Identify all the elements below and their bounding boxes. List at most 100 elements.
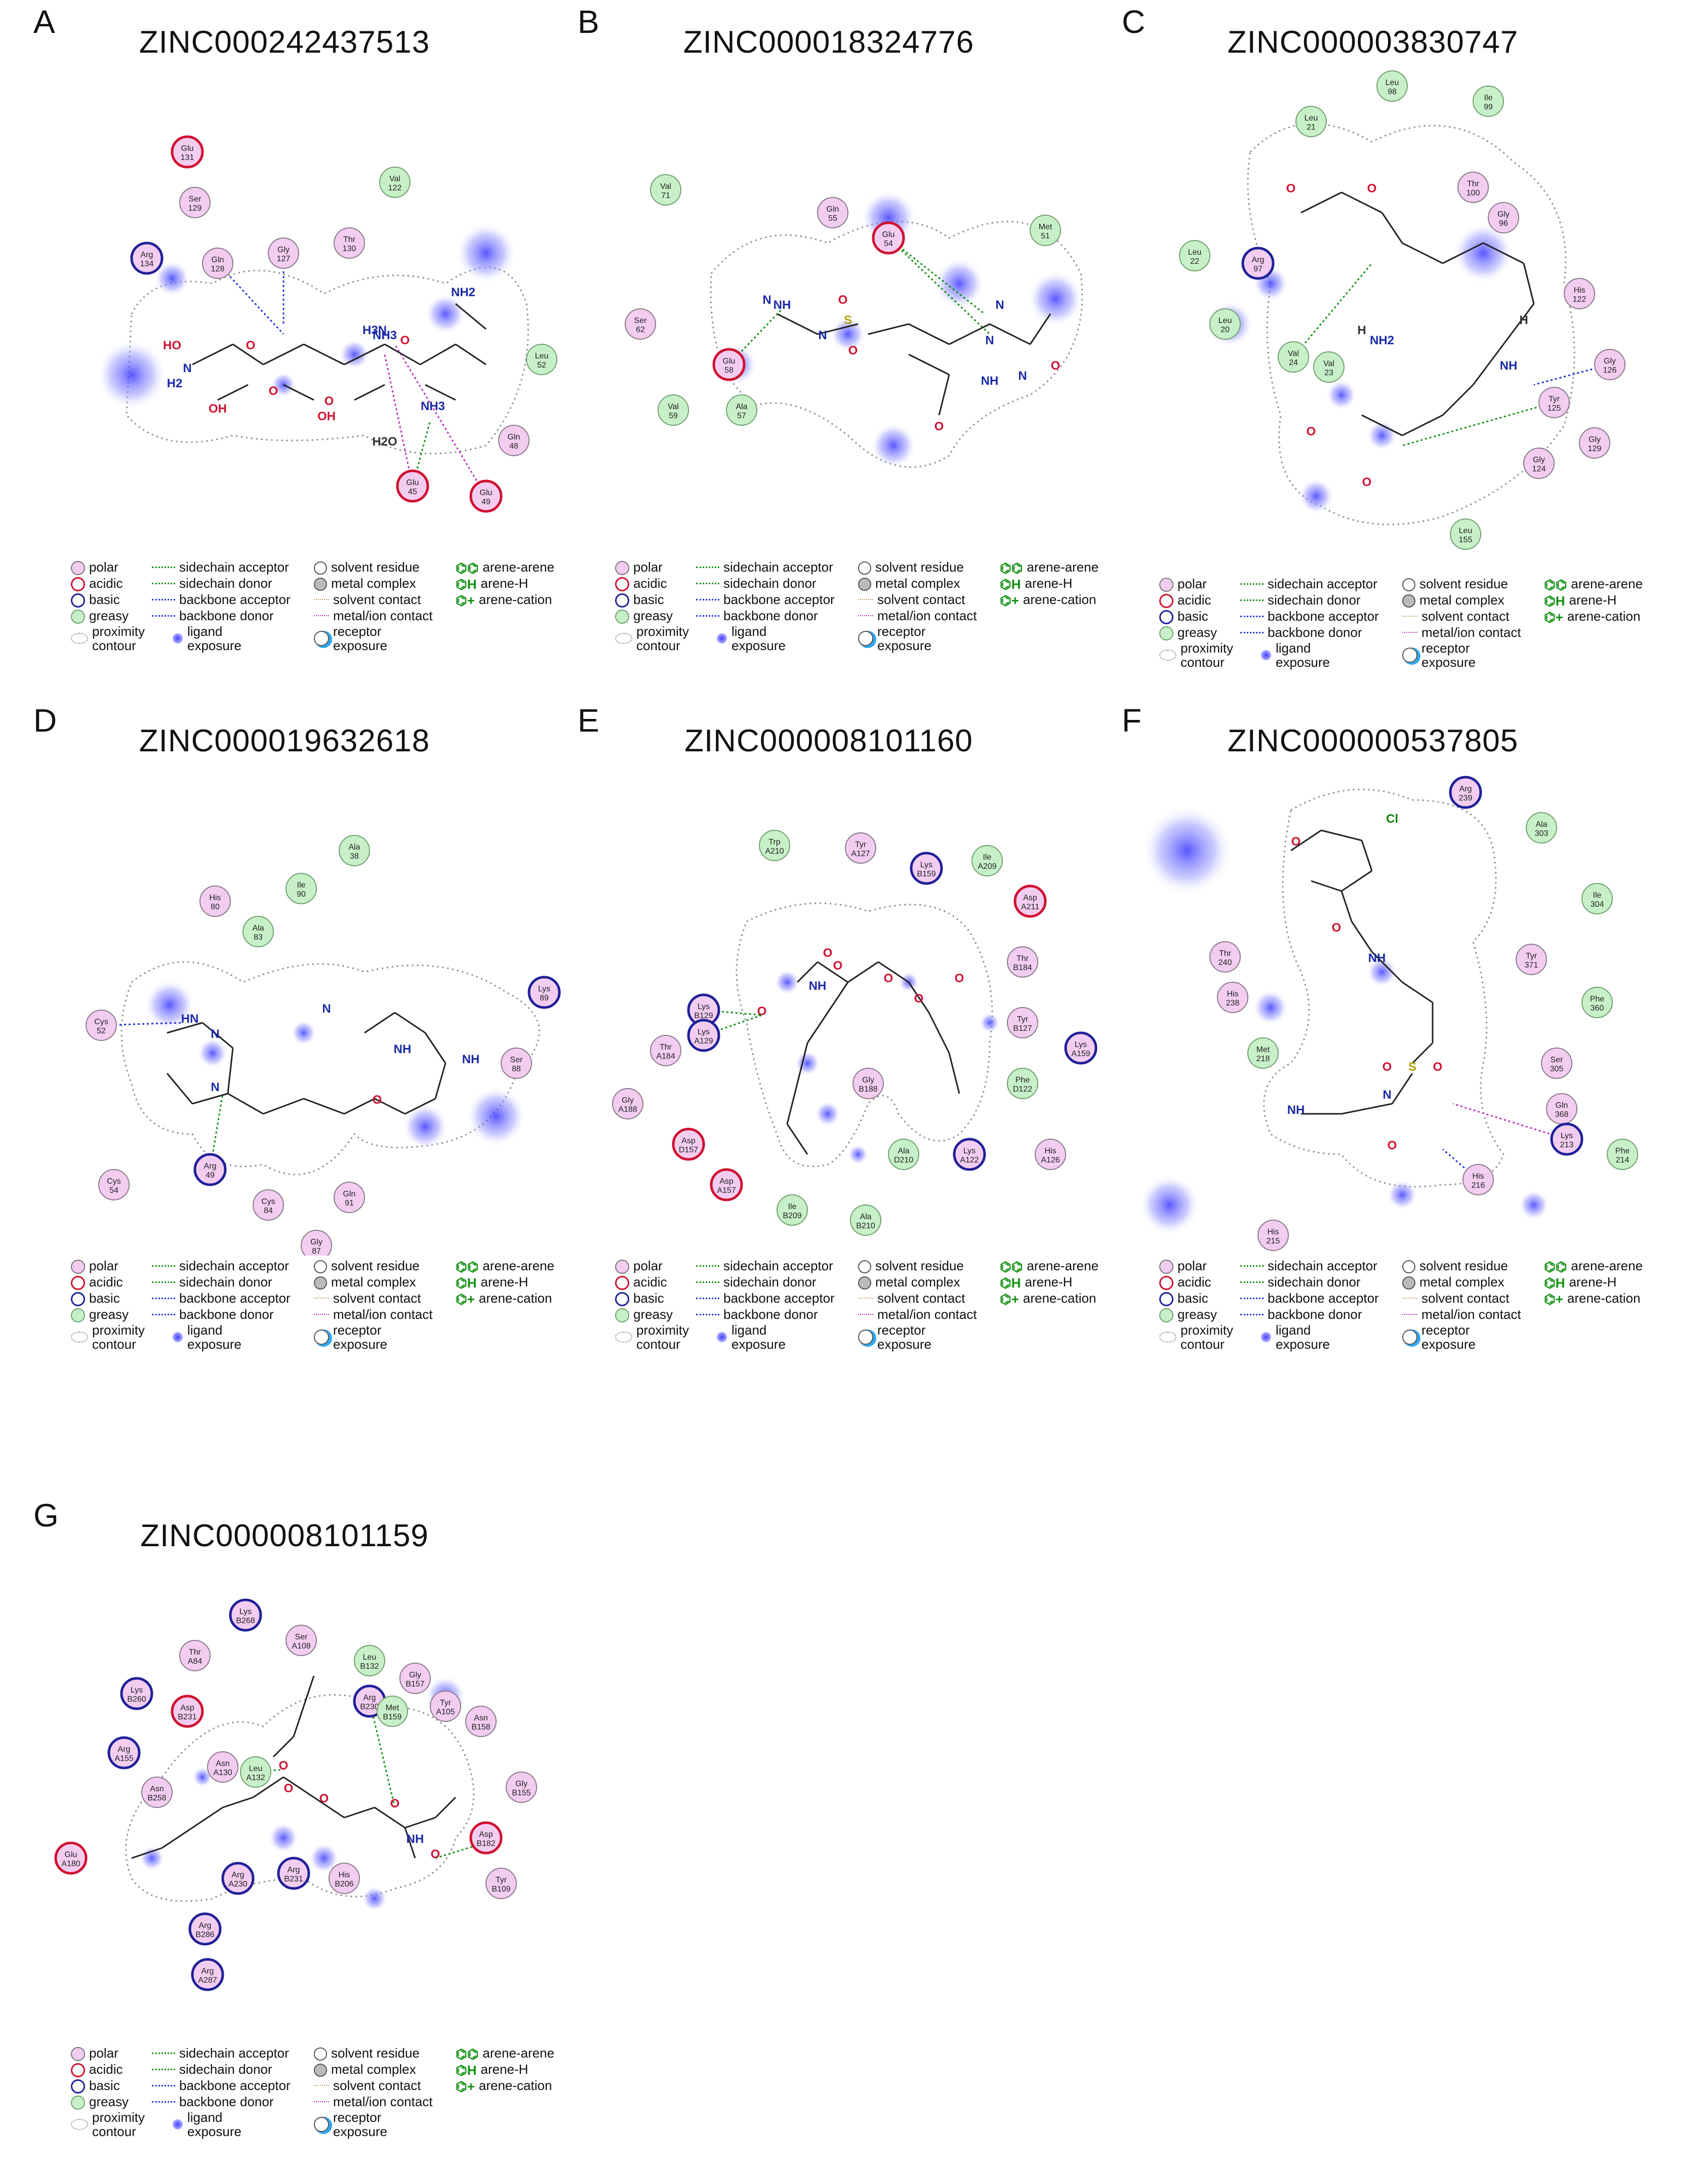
legend-label: solvent contact (1421, 609, 1510, 624)
metal-ion-contact-line-icon (314, 615, 329, 617)
legend-label: solvent residue (875, 1258, 964, 1273)
atom-label: O (823, 946, 833, 960)
legend-greasy: greasy (615, 608, 673, 624)
atom-label: O (1433, 1060, 1443, 1074)
residue-number: 48 (509, 442, 518, 451)
residue-number: 23 (1324, 369, 1333, 377)
legend-label: receptor (333, 2110, 382, 2125)
legend-metal-complex: metal complex (858, 1274, 960, 1290)
legend-backbone-acceptor: backbone acceptor (696, 592, 835, 607)
legend-label: backbone donor (179, 2094, 274, 2109)
arene-arene-icon: ⌬⌬ (1000, 1259, 1023, 1275)
residue-name: Gly (310, 1238, 322, 1246)
residue-number: 57 (737, 412, 746, 420)
residue-number: A159 (1071, 1050, 1090, 1058)
legend-arene-cation: ⌬+ arene-cation (1000, 1291, 1096, 1307)
legend-label: basic (89, 592, 120, 607)
legend-label: exposure (877, 1337, 931, 1352)
legend-label: arene-arene (1571, 1258, 1643, 1273)
legend-label: greasy (633, 1307, 673, 1322)
residue-name: Gly (862, 1076, 874, 1084)
metal-complex-icon (314, 1276, 327, 1290)
receptor-exposure-icon (314, 2117, 329, 2132)
arene-cation-icon: ⌬+ (456, 1292, 475, 1307)
legend-label: arene-cation (478, 592, 552, 607)
legend-label: arene-cation (1567, 609, 1641, 624)
atom-label: N (211, 1027, 219, 1041)
receptor-exposure-icon (314, 631, 329, 646)
ligand-bond (192, 1093, 228, 1105)
ligand-bond (455, 303, 486, 330)
legend-arene-arene: ⌬⌬ arene-arene (1000, 559, 1099, 576)
legend-label: backbone acceptor (723, 592, 835, 607)
atom-label: OH (317, 410, 336, 423)
residue-name: Asp (1023, 894, 1037, 902)
interaction-line (384, 354, 414, 487)
ligand-bond (1311, 880, 1342, 892)
arene-cation-icon: ⌬+ (1000, 1292, 1019, 1307)
ligand-exposure-blob (848, 1144, 868, 1164)
panel-a: A ZINC000242437513 HO N H2 OH O O O H3N OH NH3 O NH… (0, 0, 569, 724)
proximity-contour (736, 902, 993, 1168)
panel-b: B ZINC000018324776 N NH N S O O N N N NH O O Val 71 Gl… (544, 0, 1113, 724)
atom-label: N (985, 334, 994, 347)
legend-label: sidechain donor (179, 1274, 272, 1290)
backbone-acceptor-arrow-icon (1240, 615, 1264, 617)
greasy-swatch-icon (1159, 1308, 1173, 1323)
interaction-diagram: N NHNSOONNNNHOOVal71Gln55Glu54Met51Ser62G… (625, 174, 1083, 468)
atom-label: O (279, 1759, 289, 1773)
panel-title: ZINC000003830747 (1227, 25, 1519, 60)
residue-name: Phe (1015, 1076, 1030, 1084)
ligand-bond (1442, 384, 1474, 416)
ligand-bond (1381, 212, 1403, 244)
ligand-exposure-blob (1298, 478, 1334, 514)
solvent-contact-line-icon (1402, 616, 1417, 617)
ligand-bond (796, 1042, 808, 1084)
legend-label: greasy (89, 2094, 129, 2109)
ligand-bond (344, 1806, 375, 1819)
ligand-bond (1340, 891, 1353, 922)
atom-label: O (390, 1797, 400, 1811)
residue-number: 83 (254, 933, 263, 942)
legend-label: contour (92, 2124, 136, 2139)
residue-number: A84 (188, 1657, 202, 1666)
arene-arene-icon: ⌬⌬ (1000, 560, 1023, 576)
ligand-bond (202, 1022, 233, 1049)
residue-number: 129 (188, 204, 202, 213)
polar-swatch-icon (615, 1260, 629, 1274)
legend-label: arene-H (1569, 1274, 1617, 1290)
legend-receptor-exposure: receptor exposure (858, 1323, 931, 1351)
ligand-exposure-blob (425, 294, 466, 334)
atom-label: O (1291, 835, 1301, 849)
legend-label: ligand (731, 624, 767, 639)
ligand-bond (364, 1012, 395, 1034)
basic-swatch-icon (1159, 1292, 1173, 1307)
ligand-exposure-blob (871, 423, 916, 468)
residue-name: Lys (1561, 1132, 1573, 1140)
interaction-line (887, 237, 991, 335)
legend-label: acidic (633, 1274, 667, 1290)
legend-proximity: proximity contour (615, 1323, 689, 1351)
residue-number: 303 (1535, 829, 1549, 838)
legend-label: backbone acceptor (1268, 1291, 1379, 1306)
panel-title: ZINC000019632618 (139, 723, 430, 758)
legend-label: solvent contact (877, 1291, 965, 1306)
legend-label: basic (633, 1291, 664, 1306)
legend-receptor-exposure: receptor exposure (1402, 641, 1476, 669)
ligand-bond (786, 1123, 808, 1155)
sidechain-acceptor-arrow-icon (152, 566, 175, 568)
atom-label: NH (1368, 951, 1386, 965)
acidic-swatch-icon (71, 2063, 85, 2078)
residue-number: A155 (114, 1754, 133, 1763)
